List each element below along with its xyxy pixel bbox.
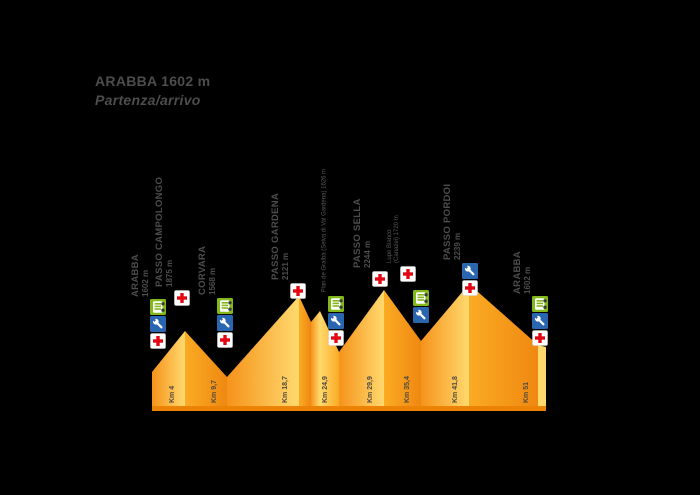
profile-baseline	[152, 406, 546, 411]
slope-climb-campolongo	[152, 331, 185, 410]
wrench-icon	[532, 313, 548, 329]
refreshment-bus-icon	[413, 290, 429, 306]
km-marker: Km 51	[523, 381, 530, 403]
first-aid-cross-icon	[400, 266, 416, 282]
slope-finish-wedge	[538, 345, 546, 410]
refreshment-bus-icon	[328, 296, 344, 312]
km-marker: Km 35,4	[404, 376, 411, 403]
station-label: PASSO CAMPOLONGO 1875 m	[154, 176, 174, 287]
first-aid-cross-icon	[372, 271, 388, 287]
slope-secondary-bump	[311, 311, 320, 410]
slope-descent-arabba	[469, 284, 538, 410]
slope-descent-plan-de-gralba	[320, 311, 339, 410]
first-aid-cross-icon	[174, 290, 190, 306]
station-label: PASSO SELLA 2244 m	[352, 198, 372, 268]
first-aid-cross-icon	[532, 330, 548, 346]
wrench-icon	[150, 316, 166, 332]
refreshment-bus-icon	[532, 296, 548, 312]
km-marker: Km 18,7	[282, 376, 289, 403]
station-label: Plan de Gralba (Selva di Val Gardena) 16…	[321, 168, 328, 293]
first-aid-cross-icon	[328, 330, 344, 346]
refreshment-bus-icon	[150, 299, 166, 315]
wrench-icon	[217, 315, 233, 331]
first-aid-cross-icon	[462, 280, 478, 296]
slope-descent-gardena-saddle	[299, 296, 311, 410]
km-marker: Km 29,9	[367, 376, 374, 403]
page-title: ARABBA 1602 m Partenza/arrivo	[95, 72, 210, 110]
slope-climb-pordoi	[421, 284, 469, 410]
wrench-icon	[462, 263, 478, 279]
slope-climb-gardena	[227, 296, 299, 410]
start-finish-subtitle: Partenza/arrivo	[95, 92, 201, 108]
wrench-icon	[413, 307, 429, 323]
station-label: ARABBA 1602 m	[512, 251, 532, 294]
station-label: Lupo Bianco (Canazei) 1720 m	[387, 215, 400, 263]
station-label: ARABBA 1602 m	[130, 254, 150, 297]
wrench-icon	[328, 313, 344, 329]
slope-climb-sella	[339, 290, 384, 410]
km-marker: Km 24,9	[322, 376, 329, 403]
station-label: CORVARA 1568 m	[197, 245, 217, 295]
refreshment-bus-icon	[217, 298, 233, 314]
km-marker: Km 4	[169, 385, 176, 403]
slope-descent-corvara	[185, 331, 227, 410]
km-marker: Km 41,8	[452, 376, 459, 403]
station-label: PASSO PORDOI 2239 m	[442, 183, 462, 260]
start-finish-name: ARABBA 1602 m	[95, 73, 211, 89]
first-aid-cross-icon	[150, 333, 166, 349]
slope-descent-lupo-bianco	[384, 290, 421, 410]
first-aid-cross-icon	[217, 332, 233, 348]
first-aid-cross-icon	[290, 283, 306, 299]
station-label: PASSO GARDENA 2121 m	[270, 192, 290, 280]
km-marker: Km 9,7	[211, 380, 218, 403]
